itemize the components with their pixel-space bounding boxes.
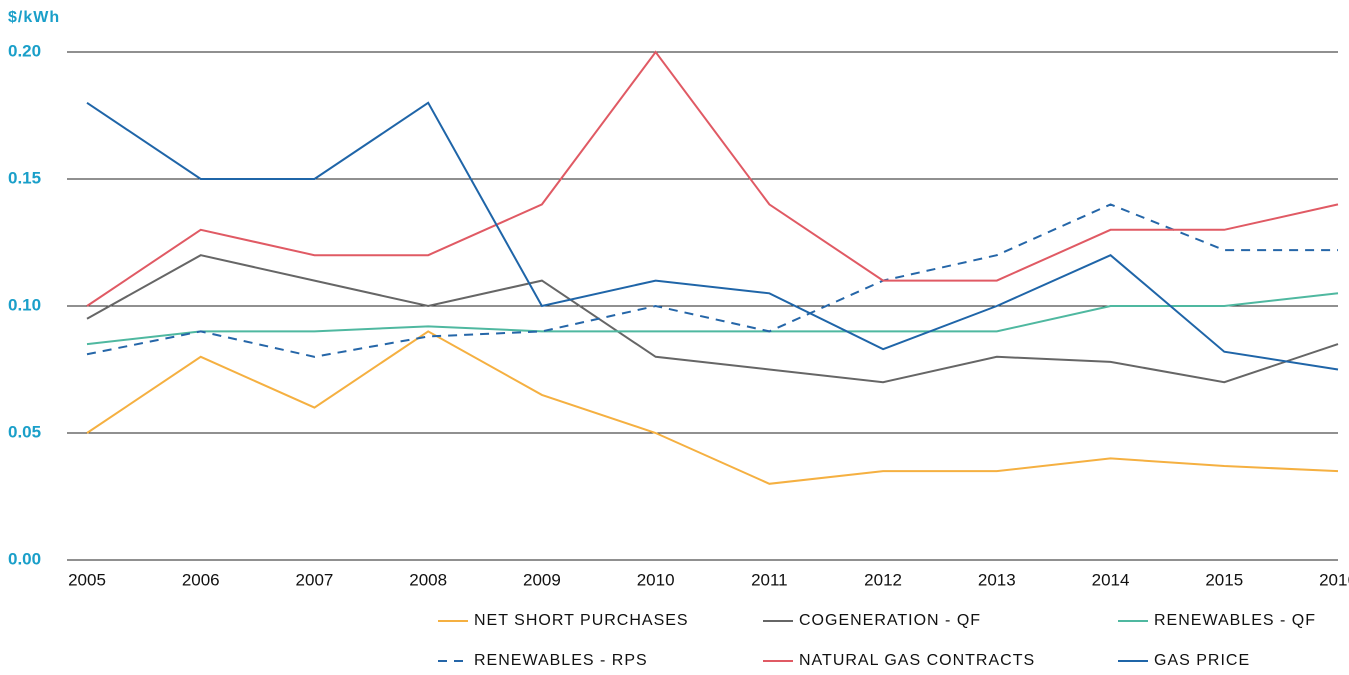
x-tick-label: 2008 [409,570,447,589]
legend-label: RENEWABLES - QF [1154,612,1316,629]
x-tick-label: 2013 [978,570,1016,589]
legend-label: COGENERATION - QF [799,612,981,629]
x-tick-label: 2014 [1092,570,1130,589]
legend-label: GAS PRICE [1154,652,1250,669]
legend-label: NET SHORT PURCHASES [474,612,689,629]
x-tick-label: 2016 [1319,570,1349,589]
data-line [86,203,1338,358]
x-tick-label: 2005 [68,570,106,589]
data-line [86,330,1339,485]
y-tick-label: 0.10 [8,295,41,314]
x-tick-label: 2012 [864,570,902,589]
x-tick-label: 2009 [523,570,561,589]
x-tick-label: 2006 [182,570,220,589]
y-tick-label: 0.00 [8,549,41,568]
data-line [86,50,1339,307]
y-tick-label: 0.15 [8,168,41,187]
data-line [86,101,1339,371]
y-axis-label: $/kWh [8,9,60,26]
y-tick-label: 0.05 [8,422,41,441]
data-line [86,254,1339,384]
legend-label: NATURAL GAS CONTRACTS [799,652,1035,669]
y-tick-label: 0.20 [8,41,41,60]
x-tick-label: 2010 [637,570,675,589]
legend-label: RENEWABLES - RPS [474,652,648,669]
data-line [86,292,1339,346]
x-tick-label: 2015 [1205,570,1243,589]
x-tick-label: 2007 [296,570,334,589]
x-tick-label: 2011 [751,570,788,589]
